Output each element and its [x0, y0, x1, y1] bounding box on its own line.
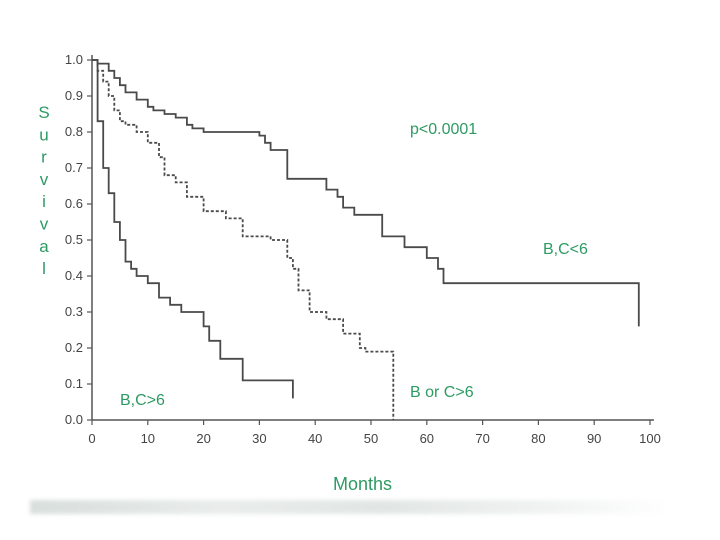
p-value-annotation: p<0.0001: [410, 121, 477, 138]
y-axis-label-letter: u: [39, 125, 48, 144]
y-axis-label-letter: r: [41, 148, 47, 167]
series-label-bc-greater-6: B,C>6: [120, 392, 165, 409]
y-tick-label: 0.6: [65, 196, 83, 211]
y-tick-label: 0.9: [65, 88, 83, 103]
y-axis-label-letter: S: [38, 103, 49, 122]
x-axis-label: Months: [333, 474, 392, 494]
series-label-b-or-c-greater-6: B or C>6: [410, 384, 474, 401]
y-tick-label: 0.8: [65, 124, 83, 139]
x-tick-label: 10: [141, 431, 155, 446]
series-label-bc-less-6: B,C<6: [543, 241, 588, 258]
y-axis-ticks: 0.0 0.1 0.2 0.3 0.4 0.5 0.6 0.7 0.8 0.9 1.0: [65, 52, 92, 427]
x-tick-label: 30: [252, 431, 266, 446]
y-tick-label: 0.0: [65, 412, 83, 427]
y-axis-label-letter: v: [40, 215, 49, 234]
y-tick-label: 0.7: [65, 160, 83, 175]
x-tick-label: 60: [420, 431, 434, 446]
cropped-caption-fragment: [30, 500, 670, 514]
x-tick-label: 80: [531, 431, 545, 446]
x-tick-label: 90: [587, 431, 601, 446]
x-tick-label: 70: [475, 431, 489, 446]
survival-curve-1: [92, 59, 640, 327]
survival-curves: [92, 59, 640, 420]
survival-curve-3: [92, 59, 294, 399]
y-tick-label: 0.5: [65, 232, 83, 247]
y-tick-label: 0.1: [65, 376, 83, 391]
y-tick-label: 0.3: [65, 304, 83, 319]
x-tick-label: 20: [196, 431, 210, 446]
x-tick-label: 50: [364, 431, 378, 446]
x-axis-ticks: 0 10 20 30 40 50 60 70 80 90 100: [88, 420, 661, 446]
y-tick-label: 0.4: [65, 268, 83, 283]
x-tick-label: 40: [308, 431, 322, 446]
y-axis-label-letter: v: [40, 170, 49, 189]
y-axis-label-letter: l: [42, 259, 46, 278]
x-tick-label: 100: [639, 431, 661, 446]
x-tick-label: 0: [88, 431, 95, 446]
y-axis-label-letter: i: [42, 192, 46, 211]
survival-curve-2: [92, 59, 395, 420]
y-axis-label-letter: a: [39, 237, 49, 256]
y-tick-label: 0.2: [65, 340, 83, 355]
y-tick-label: 1.0: [65, 52, 83, 67]
